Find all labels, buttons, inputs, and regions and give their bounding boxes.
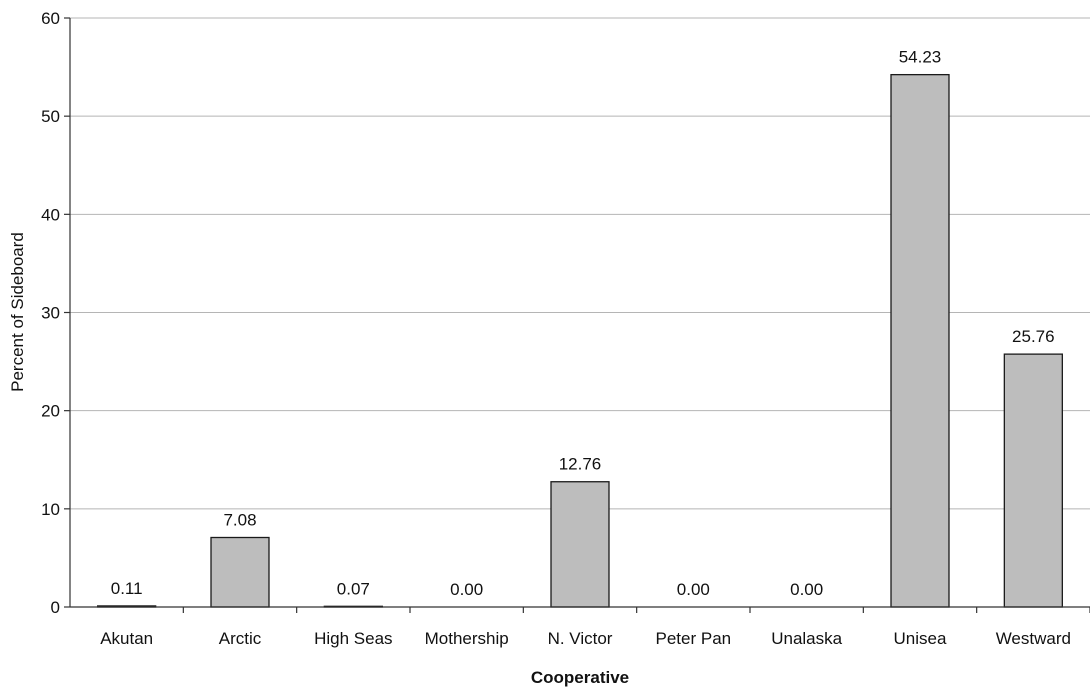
y-tick-label: 0 — [51, 598, 60, 617]
data-label: 25.76 — [1012, 327, 1055, 346]
data-label: 0.11 — [111, 579, 143, 598]
y-tick-label: 40 — [41, 205, 60, 224]
y-tick-label: 60 — [41, 9, 60, 28]
data-label: 0.00 — [450, 580, 483, 599]
x-tick-label: High Seas — [314, 629, 392, 648]
data-label: 12.76 — [559, 455, 602, 474]
y-axis-title: Percent of Sideboard — [8, 232, 27, 392]
data-label: 0.00 — [677, 580, 710, 599]
data-label: 54.23 — [899, 48, 942, 67]
y-tick-label: 50 — [41, 107, 60, 126]
data-labels: 0.11 7.08 0.07 0.00 12.76 0.00 0.00 54.23 25.76 — [111, 48, 1055, 599]
x-tick-label: Unisea — [894, 629, 947, 648]
y-tick-labels: 0 10 20 30 40 50 60 — [41, 9, 60, 617]
y-tick-label: 30 — [41, 304, 60, 323]
x-axis-title: Cooperative — [531, 668, 629, 687]
data-label: 0.07 — [337, 579, 370, 598]
bar-westward — [1003, 353, 1063, 608]
x-tick-label: N. Victor — [548, 629, 613, 648]
bar-arctic — [210, 536, 270, 608]
bar-unisea — [890, 73, 950, 608]
bar-n-victor — [550, 481, 610, 608]
data-label: 7.08 — [223, 510, 256, 529]
x-tick-label: Westward — [996, 629, 1071, 648]
axes — [64, 17, 1090, 613]
x-tick-labels: Akutan Arctic High Seas Mothership N. Victor… — [100, 629, 1071, 648]
y-tick-label: 20 — [41, 402, 60, 421]
x-tick-label: Unalaska — [771, 629, 842, 648]
x-tick-label: Peter Pan — [656, 629, 732, 648]
x-tick-label: Akutan — [100, 629, 153, 648]
y-tick-label: 10 — [41, 500, 60, 519]
x-tick-label: Mothership — [425, 629, 509, 648]
bars — [97, 73, 1063, 608]
x-tick-label: Arctic — [219, 629, 262, 648]
data-label: 0.00 — [790, 580, 823, 599]
